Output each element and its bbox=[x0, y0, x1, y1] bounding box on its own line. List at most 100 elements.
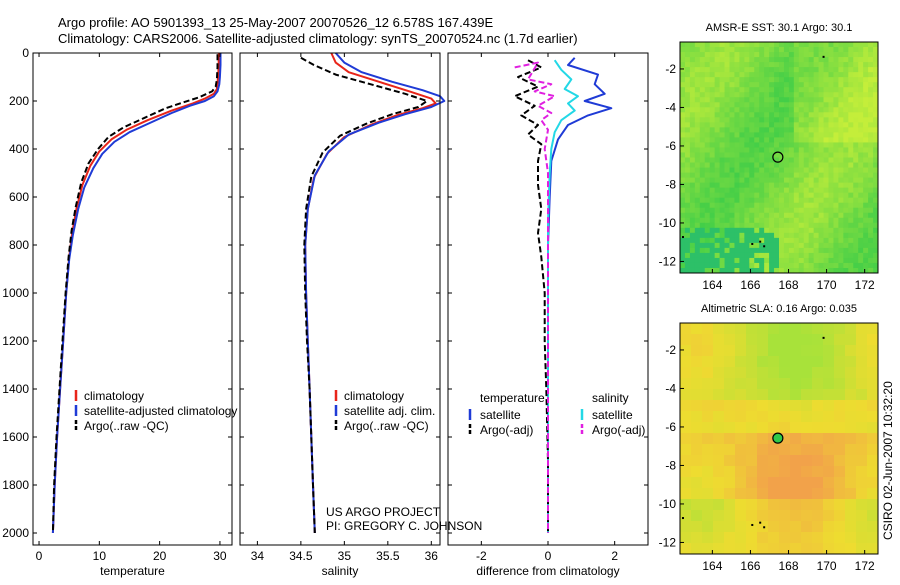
sst-cell bbox=[689, 232, 696, 239]
sla-cell bbox=[790, 499, 802, 511]
sst-cell bbox=[863, 147, 869, 153]
sst-cell bbox=[843, 187, 849, 194]
sst-cell bbox=[848, 187, 854, 194]
sla-cell bbox=[845, 422, 857, 434]
sst-cell bbox=[833, 87, 839, 93]
sst-cell bbox=[873, 227, 879, 234]
sla-cell bbox=[867, 532, 879, 544]
sst-cell bbox=[783, 112, 790, 118]
sst-cell bbox=[719, 137, 725, 143]
sst-cell bbox=[734, 127, 740, 133]
sst-cell bbox=[848, 152, 854, 158]
sst-cell bbox=[788, 97, 795, 103]
sla-cell bbox=[779, 378, 791, 390]
sst-cell bbox=[759, 222, 765, 229]
sst-cell bbox=[779, 212, 785, 219]
sst-cell bbox=[699, 262, 706, 269]
sst-cell bbox=[729, 172, 735, 178]
sst-cell bbox=[818, 212, 824, 219]
sst-cell bbox=[803, 77, 810, 83]
sla-cell bbox=[768, 323, 780, 335]
sla-cell bbox=[713, 433, 725, 445]
sst-cell bbox=[803, 47, 810, 53]
sst-cell bbox=[808, 42, 815, 48]
sst-cell bbox=[858, 207, 864, 214]
difference-legend-label-1-0: satellite bbox=[592, 408, 633, 422]
sst-cell bbox=[828, 217, 834, 224]
sst-cell bbox=[689, 202, 696, 209]
sla-map-cells bbox=[680, 323, 879, 555]
sla-cell bbox=[812, 411, 824, 423]
sst-cell bbox=[863, 182, 869, 189]
sst-cell bbox=[843, 252, 849, 259]
sst-cell bbox=[873, 107, 879, 113]
sst-cell bbox=[699, 77, 706, 83]
sst-cell bbox=[873, 212, 879, 219]
sst-cell bbox=[684, 57, 691, 63]
sst-cell bbox=[793, 227, 800, 234]
sst-cell bbox=[724, 217, 730, 224]
sst-cell bbox=[729, 122, 735, 128]
sst-cell bbox=[759, 162, 765, 168]
sst-cell bbox=[699, 127, 706, 133]
sst-cell bbox=[828, 47, 834, 53]
sst-cell bbox=[808, 117, 815, 123]
sst-cell bbox=[680, 172, 686, 178]
sst-cell bbox=[793, 197, 800, 204]
sla-cell bbox=[790, 400, 802, 412]
sst-cell bbox=[798, 132, 805, 138]
sst-cell bbox=[828, 162, 834, 168]
sst-cell bbox=[759, 117, 765, 123]
sst-cell bbox=[739, 97, 745, 103]
sst-cell bbox=[818, 202, 824, 209]
sst-cell bbox=[853, 147, 859, 153]
sst-cell bbox=[843, 257, 849, 264]
sst-cell bbox=[774, 102, 780, 108]
sst-cell bbox=[868, 132, 874, 138]
sla-cell bbox=[845, 543, 857, 555]
sst-cell bbox=[858, 112, 864, 118]
sst-cell bbox=[704, 132, 711, 138]
sla-cell bbox=[834, 378, 846, 390]
sst-cell bbox=[759, 92, 765, 98]
sla-map-ytick-label-4: -10 bbox=[659, 497, 677, 511]
sla-cell bbox=[801, 466, 813, 478]
sst-cell bbox=[863, 192, 869, 199]
sst-cell bbox=[793, 247, 800, 254]
sst-cell bbox=[858, 127, 864, 133]
sst-cell bbox=[739, 192, 745, 199]
sst-cell bbox=[719, 122, 725, 128]
sst-cell bbox=[680, 117, 686, 123]
sst-cell bbox=[729, 137, 735, 143]
sst-cell bbox=[684, 92, 691, 98]
sst-cell bbox=[754, 167, 760, 173]
sst-cell bbox=[853, 217, 859, 224]
sst-cell bbox=[873, 132, 879, 138]
sst-cell bbox=[729, 187, 735, 194]
sst-cell bbox=[699, 122, 706, 128]
sst-cell bbox=[853, 207, 859, 214]
sst-cell bbox=[719, 117, 725, 123]
sst-cell bbox=[734, 182, 740, 189]
sst-cell bbox=[680, 162, 686, 168]
sst-cell bbox=[764, 127, 770, 133]
sla-cell bbox=[801, 356, 813, 368]
sst-cell bbox=[868, 242, 874, 249]
sst-cell bbox=[719, 142, 725, 148]
sst-cell bbox=[858, 172, 864, 178]
sst-cell bbox=[744, 92, 750, 98]
sst-cell bbox=[734, 132, 740, 138]
sla-cell bbox=[845, 477, 857, 489]
sst-cell bbox=[769, 47, 775, 53]
sst-cell bbox=[734, 47, 740, 53]
sst-cell bbox=[838, 192, 844, 199]
sst-cell bbox=[863, 257, 869, 264]
sla-cell bbox=[680, 400, 692, 412]
sst-cell bbox=[714, 157, 720, 163]
sst-cell bbox=[858, 162, 864, 168]
sst-cell bbox=[853, 242, 859, 249]
sst-cell bbox=[843, 112, 849, 118]
sla-cell bbox=[823, 422, 835, 434]
sst-cell bbox=[779, 82, 785, 88]
sla-cell bbox=[724, 488, 736, 500]
